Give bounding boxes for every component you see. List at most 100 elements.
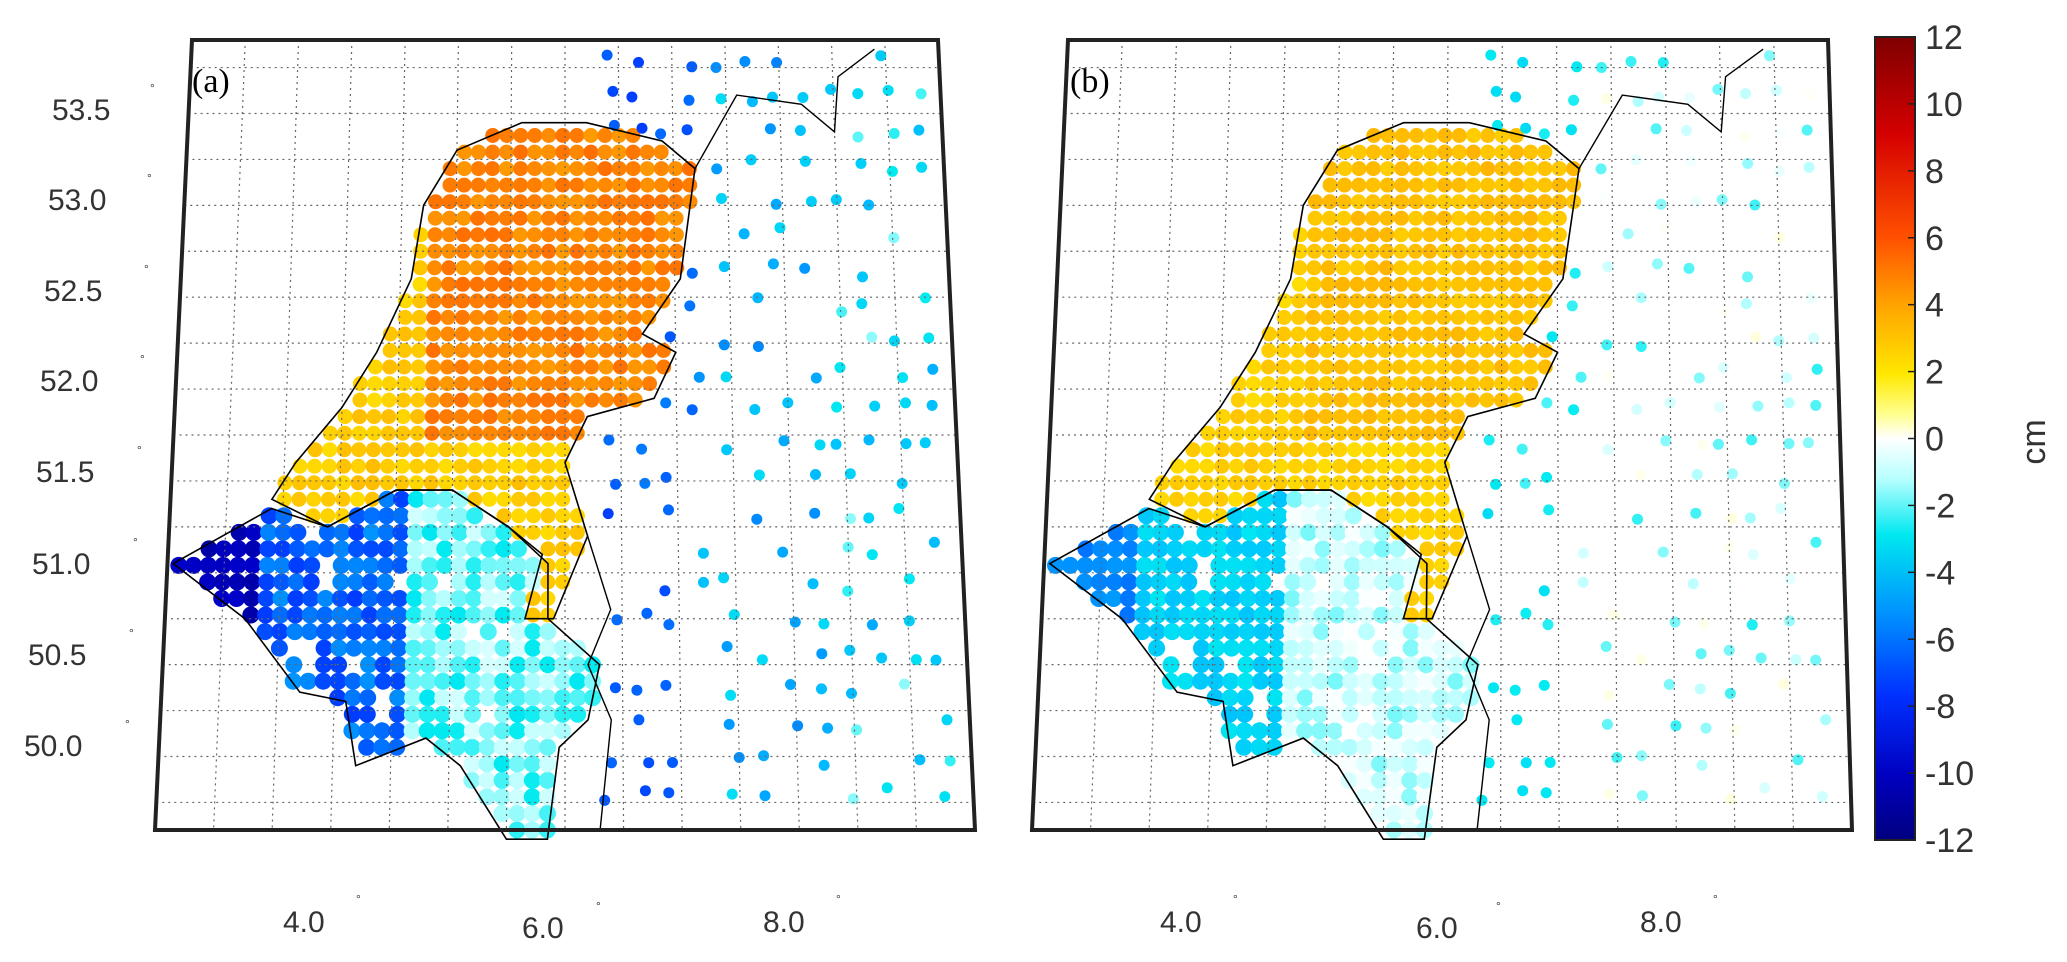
b-station-dot — [1252, 656, 1270, 674]
a-station-dot — [527, 128, 543, 143]
b-station-dot — [1380, 128, 1396, 143]
a-station-dot — [511, 508, 527, 524]
a-station-dot — [686, 61, 698, 73]
a-station-dot — [668, 177, 684, 193]
b-station-dot — [1508, 194, 1524, 210]
a-station-dot — [540, 409, 556, 425]
graticule-a — [156, 39, 974, 831]
colorbar-tick-label: 0 — [1925, 421, 1944, 459]
b-station-dot — [1362, 409, 1378, 425]
a-station-dot — [941, 714, 953, 726]
b-station-dot — [1214, 458, 1230, 474]
a-station-dot — [403, 722, 421, 740]
b-station-dot — [1192, 656, 1210, 674]
a-station-dot — [540, 458, 556, 474]
a-station-dot — [433, 722, 451, 740]
b-station-dot — [1198, 508, 1213, 524]
b-station-dot — [1450, 343, 1466, 358]
a-station-dot — [381, 376, 397, 392]
a-station-dot — [480, 590, 498, 607]
b-station-dot — [1391, 392, 1407, 408]
lat-degree-52-5: ° — [144, 262, 149, 276]
a-station-dot — [597, 161, 613, 177]
a-station-dot — [599, 794, 611, 806]
b-station-dot — [1336, 210, 1352, 226]
b-station-dot — [1390, 475, 1406, 491]
a-station-dot — [420, 639, 437, 657]
a-station-dot — [697, 547, 709, 559]
a-station-dot — [303, 540, 321, 558]
b-station-dot — [1416, 755, 1434, 773]
b-station-dot — [1322, 177, 1338, 193]
a-station-dot — [289, 523, 307, 541]
b-station-dot — [1568, 404, 1580, 416]
a-station-dot — [465, 590, 483, 607]
b-station-dot — [1275, 343, 1291, 358]
a-station-dot — [511, 409, 527, 425]
a-station-dot — [394, 475, 410, 491]
a-station-dot — [494, 705, 512, 723]
a-station-dot — [569, 672, 587, 690]
a-station-dot — [756, 654, 768, 666]
b-station-dot — [1258, 458, 1274, 474]
b-station-dot — [1820, 714, 1832, 726]
b-station-dot — [1422, 177, 1438, 193]
a-station-dot — [336, 442, 352, 458]
b-station-dot — [1310, 738, 1328, 756]
b-station-dot — [1268, 623, 1286, 641]
b-station-dot — [1333, 392, 1349, 408]
a-station-dot — [625, 128, 641, 143]
a-station-dot — [746, 96, 758, 108]
a-station-dot — [286, 606, 304, 624]
b-station-dot — [1296, 689, 1314, 707]
b-station-dot — [1595, 163, 1607, 175]
b-station-dot — [1318, 392, 1334, 408]
b-station-dot — [1332, 409, 1348, 425]
b-station-dot — [1077, 540, 1095, 558]
a-station-dot — [721, 641, 733, 652]
a-station-dot — [380, 425, 396, 441]
a-station-dot — [395, 425, 411, 441]
lon-degree-b-4: ° — [1233, 892, 1238, 906]
a-station-dot — [403, 705, 421, 723]
b-station-dot — [1517, 56, 1529, 68]
lon-degree-a-4: ° — [356, 892, 361, 906]
a-station-dot — [923, 332, 935, 344]
a-station-dot — [640, 243, 656, 259]
b-station-dot — [1551, 210, 1567, 226]
a-station-dot — [555, 144, 571, 160]
b-station-dot — [1371, 738, 1389, 756]
b-station-dot — [1726, 468, 1738, 480]
a-station-dot — [852, 131, 864, 143]
b-station-dot — [1225, 540, 1243, 558]
a-station-dot — [598, 243, 613, 259]
b-station-dot — [1212, 508, 1228, 524]
b-station-dot — [1318, 376, 1334, 392]
a-station-dot — [612, 293, 628, 309]
b-station-dot — [1256, 490, 1274, 508]
b-station-dot — [1149, 590, 1167, 607]
b-station-dot — [1717, 362, 1729, 373]
b-station-dot — [1392, 359, 1407, 375]
a-station-dot — [527, 210, 542, 226]
b-station-dot — [1359, 540, 1377, 558]
b-station-dot — [1178, 623, 1196, 641]
a-station-dot — [442, 161, 458, 177]
a-station-dot — [466, 507, 484, 525]
b-station-dot — [1464, 376, 1480, 392]
a-station-dot — [454, 309, 470, 325]
a-station-dot — [465, 556, 483, 574]
a-station-dot — [797, 92, 809, 103]
a-station-dot — [540, 326, 556, 342]
b-station-dot — [1405, 458, 1421, 474]
b-station-dot — [1380, 161, 1396, 177]
a-station-dot — [555, 210, 571, 226]
a-station-dot — [626, 91, 638, 103]
b-station-dot — [1635, 654, 1647, 666]
b-station-dot — [1420, 491, 1435, 507]
a-station-dot — [512, 276, 528, 292]
b-station-dot — [1386, 771, 1404, 789]
b-station-dot — [1390, 491, 1406, 507]
b-station-dot — [1292, 260, 1308, 276]
